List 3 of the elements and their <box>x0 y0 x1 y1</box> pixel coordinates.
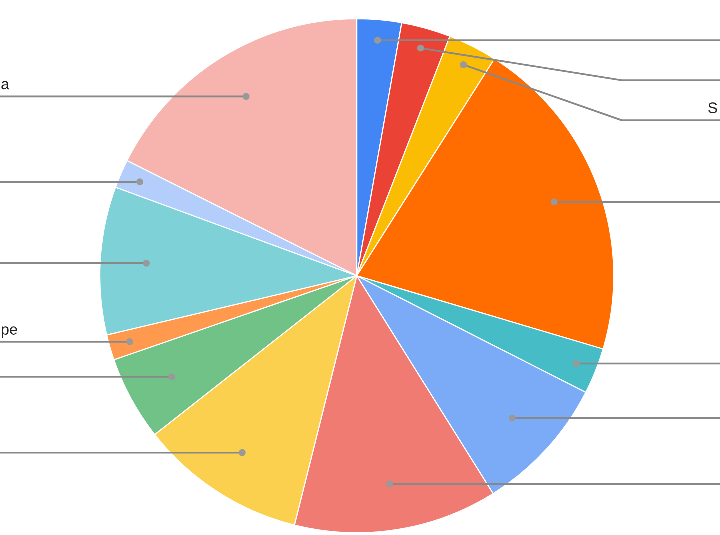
slice-label: a <box>2 81 10 90</box>
slice-label: S <box>708 102 718 114</box>
slice-label: pe <box>2 326 18 338</box>
